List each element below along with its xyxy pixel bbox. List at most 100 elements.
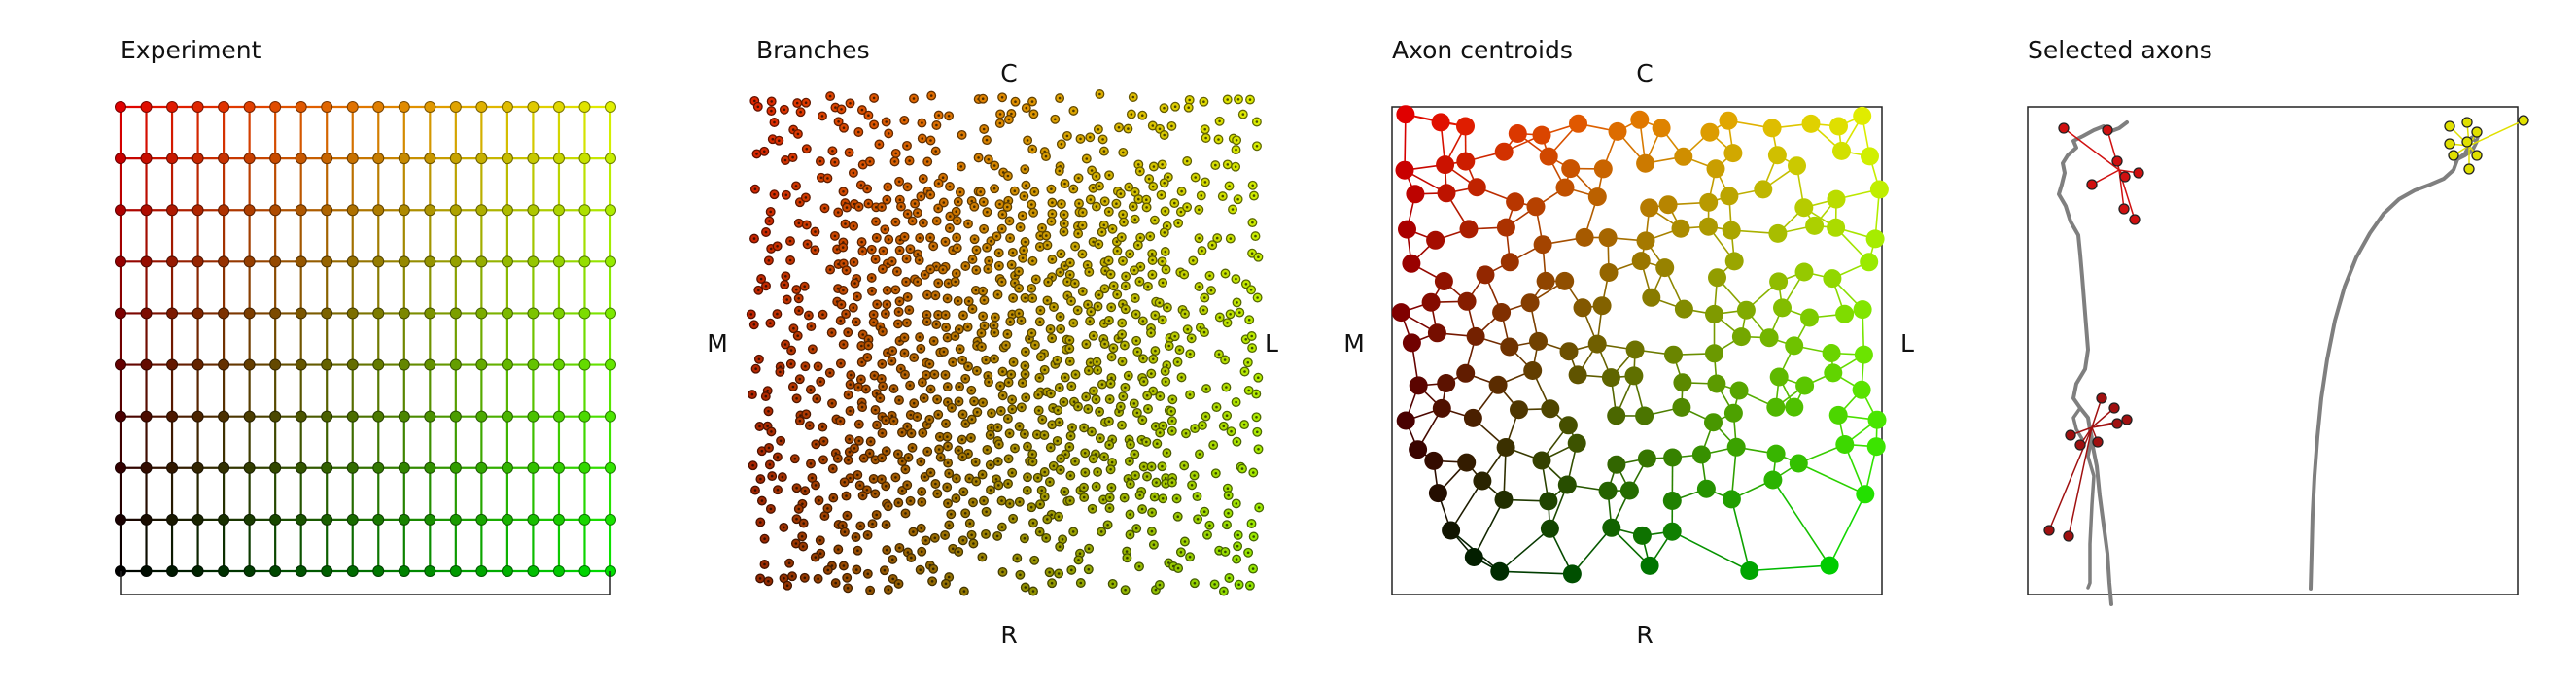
branch-point-core xyxy=(1097,128,1100,131)
grid-point xyxy=(578,153,591,165)
branch-point-core xyxy=(1208,274,1211,278)
branch-point-core xyxy=(796,132,800,136)
branch-point-core xyxy=(920,195,922,198)
grid-point xyxy=(218,307,230,320)
grid-point xyxy=(372,410,385,423)
branch-point-core xyxy=(856,473,859,477)
branch-point-core xyxy=(1226,487,1230,491)
centroid-node xyxy=(1769,367,1789,387)
branch-point-core xyxy=(750,392,754,396)
grid-point xyxy=(269,255,282,268)
branch-point-core xyxy=(1169,410,1173,413)
branch-point-core xyxy=(1095,205,1098,208)
branch-point-core xyxy=(920,527,922,530)
grid-point xyxy=(449,204,462,217)
branch-point-core xyxy=(998,113,1002,116)
branch-point-core xyxy=(769,507,773,511)
grid-point xyxy=(140,358,153,371)
branch-point-core xyxy=(874,257,877,261)
branch-point-core xyxy=(1004,344,1008,347)
branch-point-core xyxy=(1235,400,1237,404)
branch-point-core xyxy=(1097,293,1100,297)
grid-point xyxy=(475,358,488,371)
branch-point-core xyxy=(1023,432,1027,436)
centroid-node xyxy=(1706,159,1725,179)
grid-point xyxy=(605,513,616,526)
branches-label-left: M xyxy=(707,329,728,357)
branch-point-core xyxy=(1119,405,1123,408)
branch-point-core xyxy=(1039,309,1042,312)
branch-point-core xyxy=(974,480,978,483)
grid-point xyxy=(115,255,126,268)
branch-point-core xyxy=(867,344,870,347)
branch-point-core xyxy=(793,457,797,460)
branch-point-core xyxy=(797,309,801,313)
grid-point xyxy=(218,513,230,526)
branch-point-core xyxy=(893,160,896,163)
branch-point-core xyxy=(1008,432,1011,435)
branch-point-core xyxy=(928,418,931,422)
branch-point-core xyxy=(967,299,970,303)
branch-point-core xyxy=(891,558,894,561)
axon-trace-right xyxy=(2309,144,2471,591)
branch-point-core xyxy=(1124,307,1128,311)
branch-point-core xyxy=(776,456,780,459)
branch-point-core xyxy=(1142,380,1145,383)
grid-point xyxy=(346,565,359,577)
branch-point-core xyxy=(1088,270,1091,274)
branch-point-core xyxy=(1024,296,1027,300)
branch-point-core xyxy=(868,452,871,455)
branch-point-core xyxy=(1196,494,1199,498)
centroid-node xyxy=(1598,228,1618,248)
branch-point-core xyxy=(1139,265,1142,269)
branch-point-core xyxy=(778,139,781,142)
grid-point xyxy=(424,461,436,474)
grid-point xyxy=(269,565,282,577)
grid-point xyxy=(449,410,462,423)
branch-point-core xyxy=(1077,177,1080,180)
branch-point-core xyxy=(1109,306,1113,309)
branch-point-core xyxy=(1049,392,1053,395)
branch-point-core xyxy=(804,101,808,104)
panel-title-centroids: Axon centroids xyxy=(1392,36,1573,64)
branch-point-core xyxy=(904,512,907,515)
branch-point-core xyxy=(1224,272,1227,275)
branch-point-core xyxy=(814,556,818,559)
branch-point-core xyxy=(814,230,817,233)
grid-point xyxy=(140,255,153,268)
grid-point xyxy=(191,307,204,320)
branch-point-core xyxy=(828,371,832,375)
branch-point-core xyxy=(1000,227,1004,230)
grid-point xyxy=(372,101,385,113)
branch-point-core xyxy=(1165,268,1167,271)
grid-point xyxy=(552,101,565,113)
branch-tip xyxy=(2518,115,2529,126)
grid-point xyxy=(346,410,359,423)
branch-point-core xyxy=(958,190,962,194)
branch-point-core xyxy=(785,298,788,301)
centroid-edge xyxy=(1730,498,1751,571)
branch-point-core xyxy=(1235,558,1238,561)
grid-point xyxy=(424,255,436,268)
centroid-node xyxy=(1555,271,1575,290)
branch-point-core xyxy=(1227,512,1230,515)
branch-point-core xyxy=(997,252,1000,255)
branch-point-core xyxy=(1246,551,1250,555)
branch-point-core xyxy=(814,484,818,487)
branch-point-core xyxy=(885,120,888,123)
branch-point-core xyxy=(886,303,888,306)
centroid-node xyxy=(1592,296,1612,316)
centroid-node xyxy=(1562,564,1582,584)
branch-point-core xyxy=(1031,211,1035,215)
grid-point xyxy=(166,410,179,423)
branch-point-core xyxy=(1059,271,1062,274)
centroid-node xyxy=(1456,152,1476,171)
centroid-node xyxy=(1724,252,1744,271)
branch-point-core xyxy=(1217,549,1221,552)
branch-point-core xyxy=(1228,185,1231,187)
centroid-node xyxy=(1867,410,1887,429)
branch-point-core xyxy=(840,303,843,306)
centroid-node xyxy=(1773,298,1792,318)
branch-point-core xyxy=(1222,425,1226,428)
grid-point xyxy=(501,204,513,217)
